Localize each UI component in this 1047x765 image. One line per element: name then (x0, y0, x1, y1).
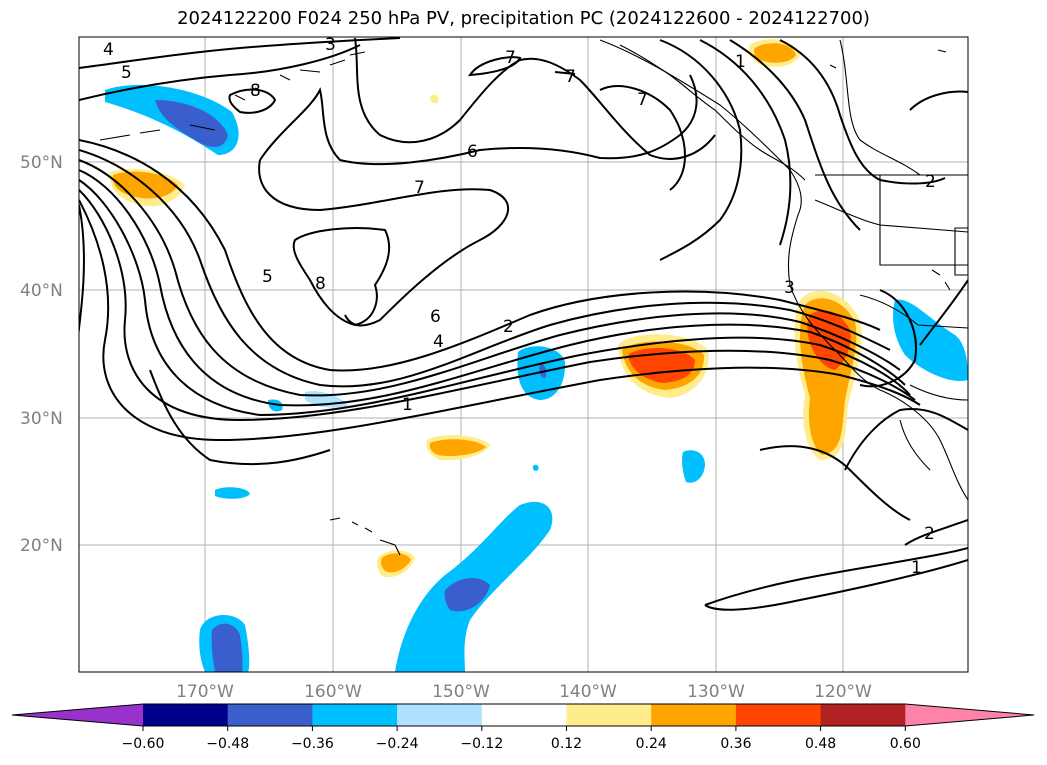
colorbar-segment (143, 704, 229, 726)
contour-label: 7 (414, 178, 425, 198)
colorbar-tick-label: 0.36 (720, 736, 751, 752)
longitude-labels: 170°W 160°W 150°W 140°W 130°W 120°W (176, 682, 872, 702)
contour-label: 8 (250, 81, 261, 101)
contour-label: 5 (262, 267, 273, 287)
contour-label: 7 (505, 48, 516, 68)
colorbar-tick-label: 0.60 (890, 736, 921, 752)
lat-label-50n: 50°N (20, 153, 63, 173)
colorbar-segment (481, 704, 567, 726)
contour-label: 3 (784, 278, 795, 298)
contour-label: 3 (325, 35, 336, 55)
colorbar-segment (227, 704, 313, 726)
contour-label: 1 (402, 395, 413, 415)
map-frame (78, 36, 969, 673)
colorbar-segment (820, 704, 906, 726)
contour-label: 5 (121, 63, 132, 83)
contour-label: 4 (433, 332, 444, 352)
lat-label-30n: 30°N (20, 409, 63, 429)
lon-label-140w: 140°W (559, 682, 617, 702)
lon-label-150w: 150°W (432, 682, 490, 702)
figure-title: 2024122200 F024 250 hPa PV, precipitatio… (177, 8, 870, 29)
contour-label: 7 (565, 67, 576, 87)
contour-label: 7 (637, 90, 648, 110)
latitude-labels: 50°N 40°N 30°N 20°N (20, 153, 63, 556)
precip-negative-shading (105, 84, 968, 672)
colorbar-tick-label: 0.12 (551, 736, 582, 752)
contour-label: 8 (315, 274, 326, 294)
contour-label: 6 (430, 307, 441, 327)
colorbar-segment (397, 704, 483, 726)
colorbar-tick-label: −0.36 (291, 736, 334, 752)
contour-label: 2 (924, 524, 935, 544)
colorbar-tick-label: −0.60 (122, 736, 165, 752)
colorbar-extend-low (12, 704, 143, 726)
contour-label: 4 (103, 40, 114, 60)
lat-label-20n: 20°N (20, 536, 63, 556)
colorbar-segment (735, 704, 822, 726)
lon-label-170w: 170°W (176, 682, 234, 702)
colorbar-tick-label: −0.12 (460, 736, 503, 752)
lat-label-40n: 40°N (20, 281, 63, 301)
lon-label-120w: 120°W (814, 682, 872, 702)
colorbar-segment (566, 704, 652, 726)
colorbar-tick-label: −0.48 (206, 736, 249, 752)
lon-label-130w: 130°W (687, 682, 745, 702)
colorbar-tick-label: 0.24 (636, 736, 667, 752)
colorbar-tick-label: −0.24 (376, 736, 419, 752)
coastlines (99, 39, 968, 556)
contour-label: 1 (911, 558, 922, 578)
contour-label: 2 (503, 317, 514, 337)
contour-labels: 4 5 8 3 7 7 1 7 6 7 5 8 6 4 2 1 3 2 1 2 (103, 35, 936, 578)
colorbar-extend-high (905, 704, 1034, 726)
colorbar-segment (312, 704, 398, 726)
colorbar: −0.60 −0.48 −0.36 −0.24 −0.12 0.12 0.24 0.36 0.4… (11, 703, 1035, 752)
contour-label: 1 (735, 52, 746, 72)
lon-label-160w: 160°W (304, 682, 362, 702)
colorbar-segment (651, 704, 737, 726)
pv-contours (79, 37, 968, 611)
colorbar-tick-label: 0.48 (805, 736, 836, 752)
contour-label: 2 (925, 172, 936, 192)
contour-label: 6 (467, 142, 478, 162)
